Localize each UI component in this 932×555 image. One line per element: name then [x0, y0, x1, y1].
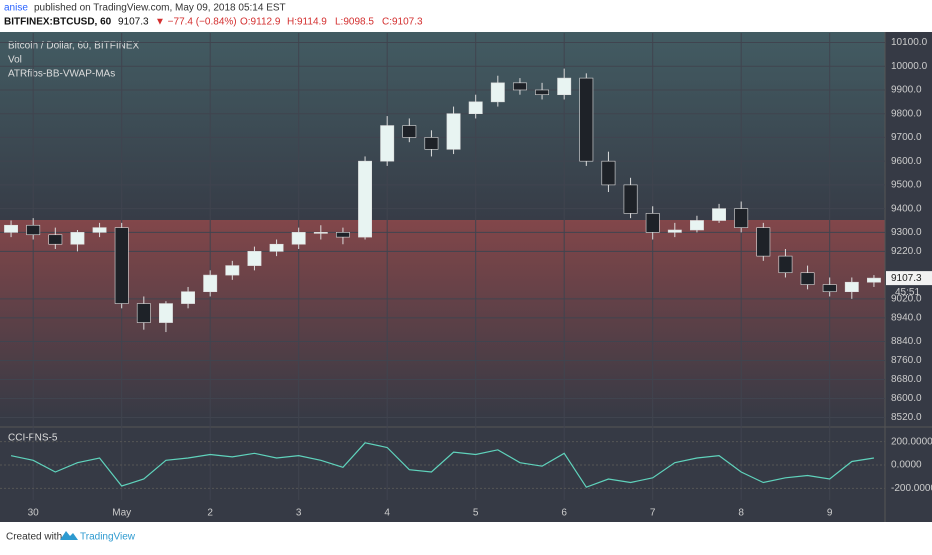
- candle-body: [380, 125, 395, 162]
- candle-body: [136, 303, 151, 323]
- candle-body: [114, 227, 129, 304]
- symbol: BITFINEX:BTCUSD, 60: [4, 17, 112, 28]
- y-tick-label: 8840.0: [891, 336, 922, 347]
- logo: [60, 531, 78, 540]
- x-tick-label: 3: [296, 508, 302, 519]
- last: 9107.3: [118, 17, 149, 28]
- candle-body: [645, 213, 660, 233]
- open: O:9112.9: [240, 17, 281, 28]
- y-tick-label: 8940.0: [891, 312, 922, 323]
- y-tick-label: 9800.0: [891, 108, 922, 119]
- y-tick-label: 9600.0: [891, 156, 922, 167]
- close: C:9107.3: [382, 17, 423, 28]
- candle-body: [490, 82, 505, 103]
- candle-body: [866, 277, 881, 283]
- candle-body: [756, 227, 771, 257]
- candle-body: [712, 208, 726, 221]
- x-tick-label: May: [112, 508, 131, 519]
- y-tick-label: 10100.0: [891, 37, 928, 48]
- candle-body: [734, 208, 749, 228]
- candle-body: [358, 160, 372, 238]
- y-tick-label: 0.0000: [891, 460, 922, 471]
- x-tick-label: 6: [561, 508, 567, 519]
- candle-body: [623, 184, 638, 214]
- candle-body: [48, 234, 63, 245]
- candle-body: [402, 125, 417, 138]
- countdown: 45:51: [895, 287, 920, 298]
- candle-body: [800, 272, 815, 285]
- chart-title: Bitcoin / Dollar, 60, BITFINEX: [8, 41, 139, 52]
- candle-body: [446, 113, 461, 150]
- candle-body: [70, 232, 85, 245]
- x-tick-label: 8: [738, 508, 744, 519]
- x-tick-label: 2: [207, 508, 213, 519]
- y-tick-label: 8600.0: [891, 393, 922, 404]
- x-tick-label: 5: [473, 508, 479, 519]
- footer-created: Created with: [6, 532, 62, 543]
- band-upper: [0, 32, 885, 232]
- candle-body: [667, 229, 682, 233]
- indicator: ATRfibs-BB-VWAP-MAs: [8, 69, 115, 80]
- y-tick-label: 8520.0: [891, 412, 922, 423]
- y-tick-label: 9700.0: [891, 132, 922, 143]
- indicator: Vol: [8, 55, 22, 66]
- y-tick-label: 9400.0: [891, 203, 922, 214]
- candle-body: [822, 284, 837, 293]
- published: published on TradingView.com, May 09, 20…: [34, 3, 286, 14]
- candle-body: [844, 281, 859, 293]
- candle-body: [247, 251, 262, 266]
- candle-body: [512, 82, 527, 91]
- footer-brand[interactable]: TradingView: [80, 532, 136, 543]
- last-price: 9107.3: [891, 273, 922, 284]
- y-tick-label: 9220.0: [891, 246, 922, 257]
- candle-body: [313, 232, 328, 234]
- x-tick-label: 30: [28, 508, 40, 519]
- candle-body: [269, 243, 284, 252]
- x-tick-label: 7: [650, 508, 656, 519]
- candle-body: [181, 291, 196, 304]
- y-tick-label: 200.0000: [891, 436, 932, 447]
- cci-line: [10, 442, 875, 488]
- y-tick-label: -200.0000: [891, 483, 932, 494]
- candle-body: [601, 160, 616, 186]
- candle-body: [689, 220, 704, 231]
- candle-body: [535, 89, 549, 96]
- y-tick-label: 9020.0: [891, 293, 922, 304]
- candle-body: [778, 255, 793, 274]
- band-lower: [0, 220, 885, 420]
- x-tick-label: 9: [827, 508, 833, 519]
- candle-body: [203, 274, 218, 293]
- candle-body: [92, 227, 107, 233]
- low: L:9098.5: [335, 17, 374, 28]
- y-tick-label: 9900.0: [891, 85, 922, 96]
- footer: [0, 522, 932, 550]
- last-price-box: [886, 271, 932, 286]
- y-tick-label: 8680.0: [891, 374, 922, 385]
- candle-body: [335, 232, 350, 238]
- candle-body: [159, 303, 173, 323]
- candle-body: [4, 224, 18, 233]
- candle-body: [291, 232, 306, 245]
- candle-body: [225, 265, 240, 276]
- change: ▼ −77.4 (−0.84%): [155, 17, 237, 28]
- high: H:9114.9: [287, 17, 327, 28]
- x-tick-label: 4: [384, 508, 390, 519]
- y-tick-label: 8760.0: [891, 355, 922, 366]
- y-tick-label: 10000.0: [891, 61, 928, 72]
- y-tick-label: 9300.0: [891, 227, 922, 238]
- user[interactable]: anise: [4, 3, 28, 14]
- candle-body: [579, 77, 594, 162]
- candle-body: [424, 137, 439, 150]
- candle-body: [557, 77, 572, 96]
- candle-body: [468, 101, 483, 114]
- y-tick-label: 9500.0: [891, 180, 922, 191]
- candle-body: [26, 224, 41, 236]
